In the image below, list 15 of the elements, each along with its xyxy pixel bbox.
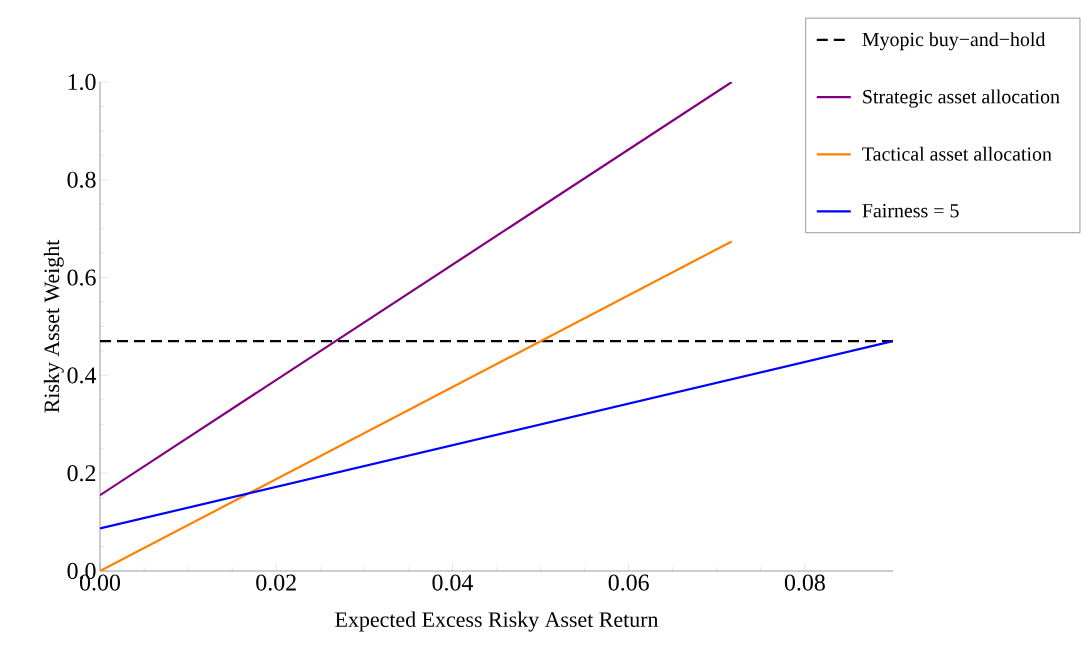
x-axis-title: Expected Excess Risky Asset Return (335, 611, 659, 632)
y-tick-label: 0.8 (67, 171, 96, 188)
y-tick-label: 0.2 (67, 465, 96, 482)
x-tick-label: 0.02 (256, 574, 296, 591)
x-tick-label: 0.04 (432, 574, 473, 591)
legend-label: Strategic asset allocation (863, 89, 1060, 108)
y-tick-label: 0.6 (67, 269, 96, 286)
x-tick-label: 0.08 (784, 574, 825, 591)
y-tick-label: 1.0 (68, 73, 96, 91)
legend-label: Tactical asset allocation (862, 146, 1052, 161)
y-tick-label: 0.4 (67, 367, 97, 384)
x-tick-label: 0.06 (608, 574, 649, 591)
legend-label: Myopic buy−and−hold (862, 32, 1046, 51)
legend-label: Fairness = 5 (862, 204, 959, 218)
y-axis-title: Risky Asset Weight (43, 239, 64, 413)
